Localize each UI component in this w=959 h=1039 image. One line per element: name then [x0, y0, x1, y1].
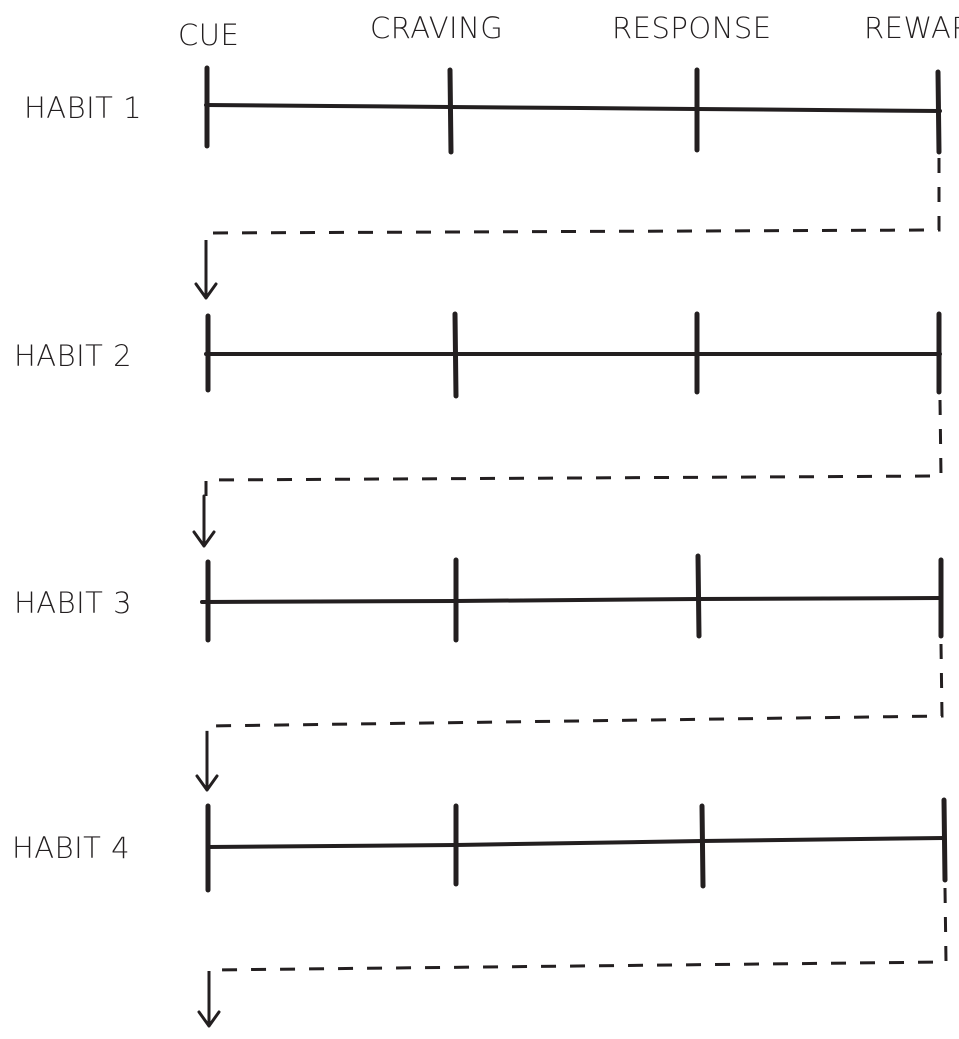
habit-label-3: HABIT 3: [14, 586, 132, 620]
arrow-down-icon: [195, 740, 219, 792]
response-tick: [695, 553, 702, 639]
craving-tick: [452, 311, 459, 399]
habit-label-4: HABIT 4: [12, 831, 130, 865]
arrow-down-icon: [192, 494, 216, 548]
dashed-connector-1: [194, 158, 941, 300]
habit-track-1: [204, 65, 942, 155]
habit-label-1: HABIT 1: [24, 91, 142, 125]
habit-track-2: [204, 311, 942, 399]
arrow-down-icon: [197, 984, 221, 1028]
stage-label-craving: CRAVING: [370, 11, 503, 45]
habit-track-3: [200, 553, 944, 643]
stage-header: CUE CRAVING RESPONSE REWARD: [178, 11, 959, 52]
habit-track-4: [205, 797, 948, 893]
arrow-down-icon: [194, 248, 218, 300]
dashed-connector-4: [197, 887, 948, 1028]
stage-label-cue: CUE: [178, 18, 239, 52]
habit-labels: HABIT 1 HABIT 2 HABIT 3 HABIT 4: [12, 91, 142, 865]
track-line: [200, 596, 943, 604]
track-line: [204, 103, 942, 113]
dashed-connector-3: [195, 643, 944, 792]
dashed-connector-2: [192, 399, 943, 548]
habit-label-2: HABIT 2: [14, 339, 132, 373]
reward-tick: [935, 69, 942, 155]
track-line: [206, 836, 946, 849]
stage-label-reward: REWARD: [864, 11, 959, 45]
reward-tick: [941, 797, 948, 883]
craving-tick: [447, 67, 454, 155]
stage-label-response: RESPONSE: [612, 11, 772, 45]
response-tick: [699, 803, 706, 889]
